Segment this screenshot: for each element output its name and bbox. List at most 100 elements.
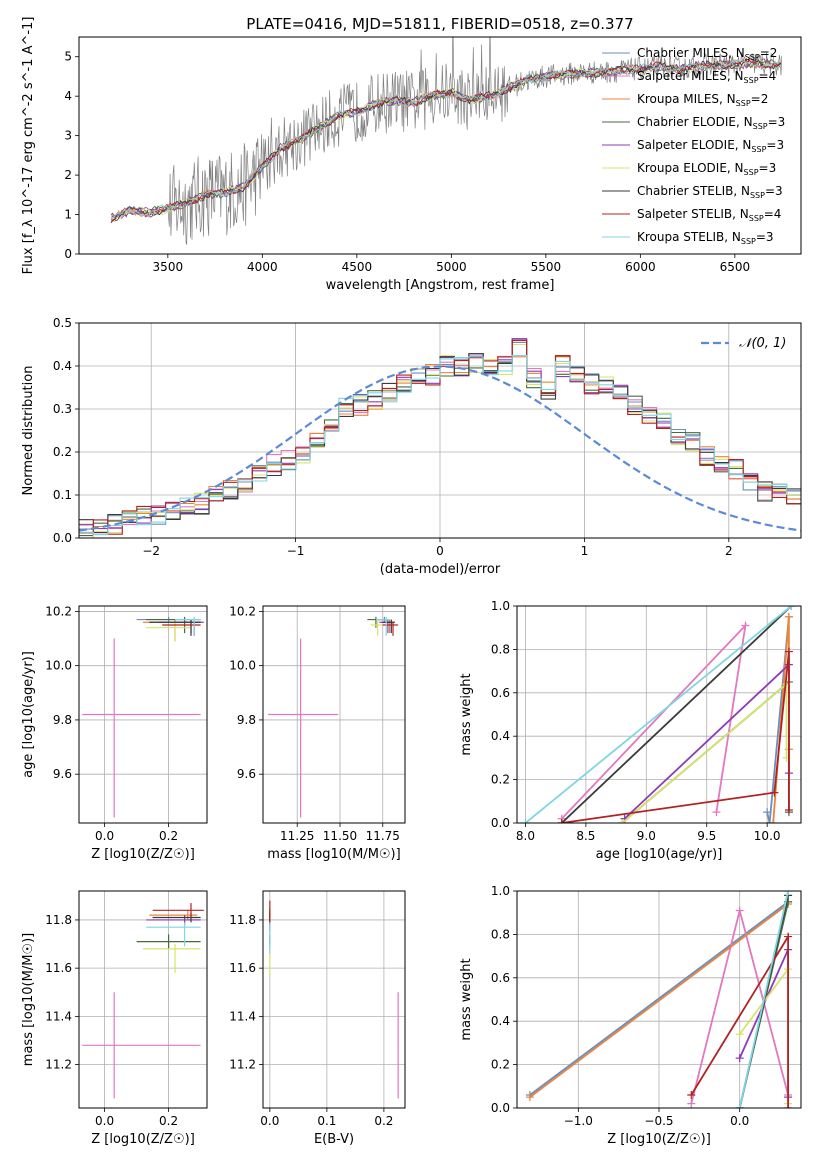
y-tick-label: 10.2 <box>229 604 256 618</box>
x-tick-label: 8.0 <box>516 829 535 843</box>
x-axis-label: E(B-V) <box>314 1132 354 1147</box>
legend-label-3: Kroupa MILES, NSSP=2 <box>637 92 768 108</box>
massweight-age-marker <box>784 647 793 656</box>
massweight-age-line-7 <box>561 606 792 823</box>
y-tick-label: 0.8 <box>491 642 510 656</box>
massweight-age-marker <box>784 612 793 621</box>
x-tick-label: 0.0 <box>730 1114 749 1128</box>
x-axis-label: Z [log10(Z/Z☉)] <box>607 1132 711 1147</box>
x-tick-label: 6000 <box>625 260 656 274</box>
y-axis-label: age [log10(age/yr)] <box>21 651 36 778</box>
x-axis-label: age [log10(age/yr)] <box>596 847 723 862</box>
y-tick-label: 0.5 <box>53 316 72 330</box>
model-spectrum-line-9 <box>110 59 782 220</box>
y-tick-label: 11.4 <box>229 1009 256 1023</box>
massweight-z-marker <box>687 1090 696 1099</box>
normal-curve-line <box>79 365 801 532</box>
x-tick-label: 0.1 <box>317 1114 336 1128</box>
legend-label-6: Kroupa ELODIE, NSSP=3 <box>637 161 776 177</box>
legend-label-7: Chabrier STELIB, NSSP=3 <box>637 184 783 200</box>
y-tick-label: 0.2 <box>53 445 72 459</box>
x-axis-label: (data-model)/error <box>380 562 501 577</box>
y-tick-label: 11.4 <box>45 1009 72 1023</box>
age-vs-z-panel: 0.0 0.2 9.6 9.8 10.0 10.2 Z [log10(Z/Z☉)] age [… <box>21 604 208 862</box>
massweight-age-marker <box>741 621 750 630</box>
x-tick-label: 6500 <box>720 260 751 274</box>
x-tick-label: 0.2 <box>159 1114 178 1128</box>
figure-title: PLATE=0416, MJD=51811, FIBERID=0518, z=0… <box>246 15 633 33</box>
y-tick-label: 3 <box>64 129 72 143</box>
x-axis-label: wavelength [Angstrom, rest frame] <box>326 278 555 293</box>
massweight-age-marker <box>712 808 721 817</box>
massweight-age-line-8 <box>561 651 790 823</box>
massweight-z-marker <box>735 1054 744 1063</box>
massweight-age-marker <box>770 788 779 797</box>
y-tick-label: 0.6 <box>491 686 510 700</box>
axes-frame <box>78 605 208 824</box>
plot-area <box>82 903 204 1099</box>
mass-vs-ebv-panel: 0.0 0.1 0.2 11.2 11.4 11.6 11.8 E(B-V) <box>229 890 406 1147</box>
plot-area <box>82 616 204 818</box>
residual-histogram-9 <box>79 354 801 536</box>
x-tick-label: 11.75 <box>366 829 400 843</box>
y-tick-label: 11.2 <box>229 1058 256 1072</box>
y-axis-label: mass [log10(M/M☉)] <box>21 933 36 1066</box>
massweight-age-marker <box>521 819 530 823</box>
x-tick-label: 0.2 <box>374 1114 393 1128</box>
massweight-age-marker <box>769 819 778 823</box>
y-axis-label: Flux [f_λ 10^-17 erg cm^-2 s^-1 A^-1] <box>21 17 36 275</box>
massweight-age-marker <box>784 805 793 814</box>
y-tick-label: 4 <box>64 89 72 103</box>
y-tick-label: 0.3 <box>53 402 72 416</box>
y-tick-label: 0.0 <box>491 816 510 830</box>
axes-frame <box>78 890 208 1109</box>
x-tick-label: 0.0 <box>95 1114 114 1128</box>
massweight-age-marker <box>787 606 796 610</box>
y-tick-label: 0.2 <box>491 773 510 787</box>
x-tick-label: 10.0 <box>754 829 781 843</box>
x-tick-label: 1 <box>581 544 589 558</box>
massweight-z-marker <box>525 1093 534 1102</box>
spectrum-panel: 3500 4000 4500 5000 5500 6000 6500 0 1 2 3 4 5 wavele… <box>21 17 802 293</box>
y-tick-label: 1 <box>64 208 72 222</box>
plot-area <box>110 37 783 245</box>
y-tick-label: 9.6 <box>53 767 72 781</box>
massweight-age-marker <box>765 819 774 823</box>
axes-frame <box>262 890 406 1109</box>
x-axis-label: mass [log10(M/M☉)] <box>267 847 400 862</box>
plot-area <box>79 338 801 538</box>
y-tick-label: 0.0 <box>53 531 72 545</box>
x-axis-label: Z [log10(Z/Z☉)] <box>91 1132 195 1147</box>
massweight-z-line-9 <box>738 891 789 1108</box>
massweight-z-line-6 <box>738 966 789 1104</box>
model-spectrum-line-8 <box>111 57 782 222</box>
plot-area <box>525 891 793 1108</box>
plot-area <box>521 606 796 823</box>
x-axis-label: Z [log10(Z/Z☉)] <box>91 847 195 862</box>
y-tick-label: 0.4 <box>491 1014 510 1028</box>
y-tick-label: 10.0 <box>229 659 256 673</box>
x-tick-label: 11.50 <box>323 829 357 843</box>
x-tick-label: 9.5 <box>697 829 716 843</box>
massweight-z-line-3 <box>529 903 789 1098</box>
mass-vs-z-panel: 0.0 0.2 11.2 11.4 11.6 11.8 Z [log10(Z/Z☉)] mas… <box>21 890 208 1147</box>
x-tick-label: 5000 <box>436 260 467 274</box>
x-tick-label: 0 <box>436 544 444 558</box>
x-tick-label: 2 <box>725 544 733 558</box>
model-spectrum-line-7 <box>110 57 782 224</box>
massweight-z-marker <box>784 1104 793 1108</box>
axes-frame <box>516 605 802 824</box>
y-tick-label: 5 <box>64 50 72 64</box>
x-tick-label: 0.0 <box>260 1114 279 1128</box>
massweight-age-marker <box>557 819 566 823</box>
x-tick-label: 11.25 <box>280 829 314 843</box>
axes-frame <box>262 605 406 824</box>
x-tick-label: −0.5 <box>644 1114 673 1128</box>
axes-frame <box>78 36 802 255</box>
x-tick-label: 8.5 <box>576 829 595 843</box>
massweight-age-line-2 <box>561 622 747 820</box>
x-tick-label: 3500 <box>153 260 184 274</box>
massweight-z-marker <box>784 932 793 941</box>
y-tick-label: 10.2 <box>45 604 72 618</box>
legend-normal-label: 𝒩(0, 1) <box>739 336 786 351</box>
